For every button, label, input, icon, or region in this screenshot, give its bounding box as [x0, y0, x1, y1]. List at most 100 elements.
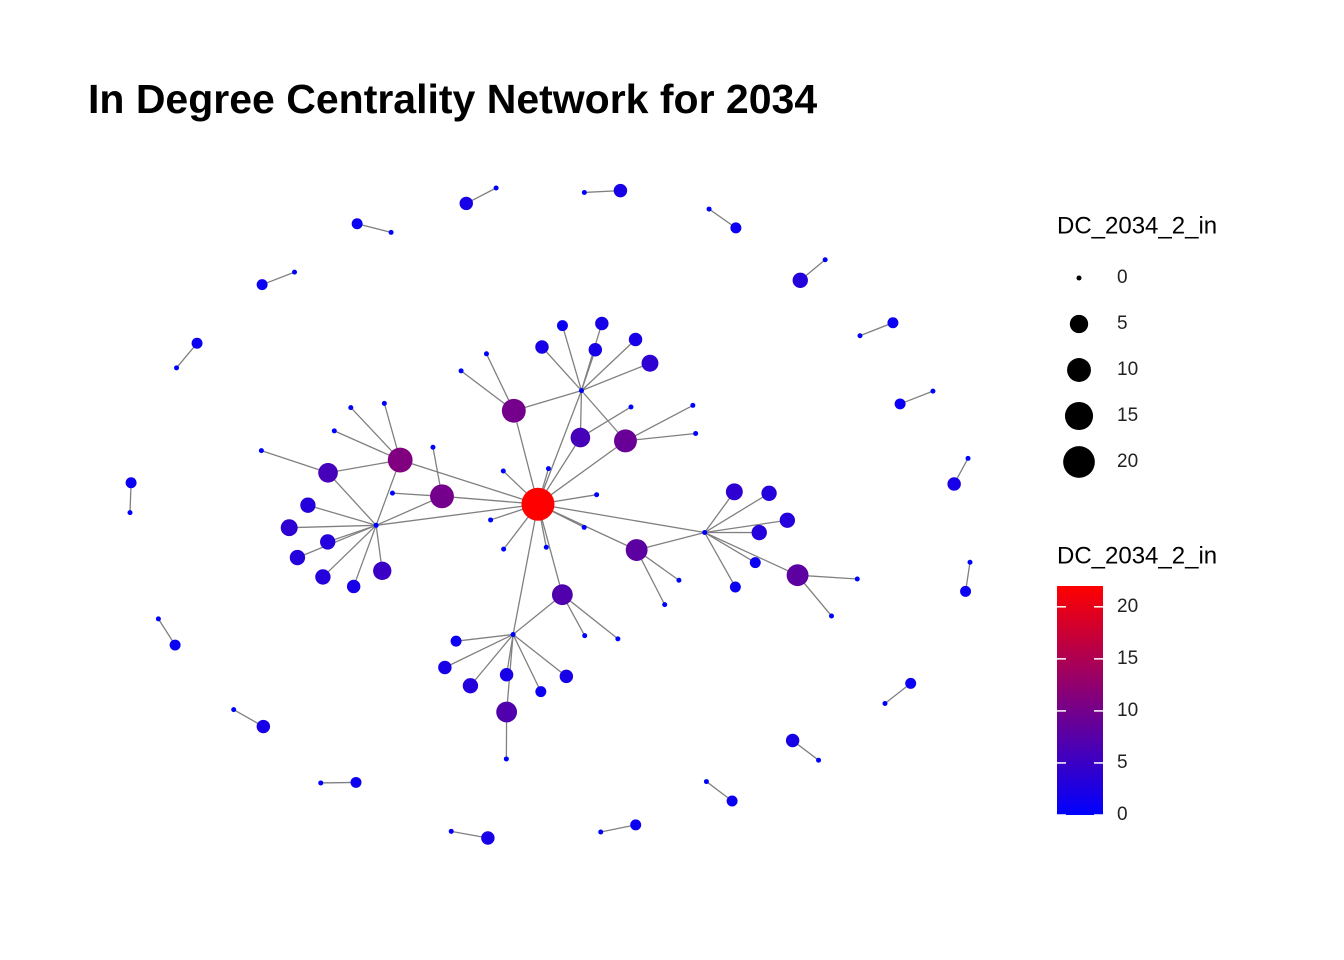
edge — [320, 781, 357, 784]
edge — [261, 449, 329, 474]
edge — [356, 223, 392, 234]
size-legend-key — [1076, 275, 1082, 281]
color-legend-title: DC_2034_2_in — [1057, 542, 1217, 569]
edge — [859, 322, 894, 337]
node — [930, 388, 936, 394]
node — [960, 585, 972, 597]
size-legend-label: 5 — [1117, 313, 1128, 334]
edge — [469, 634, 514, 687]
node — [174, 365, 180, 371]
colorbar-label: 20 — [1117, 596, 1138, 617]
size-legend-label: 15 — [1117, 405, 1138, 426]
node — [641, 354, 659, 372]
node — [726, 795, 738, 807]
nodes — [125, 183, 973, 845]
edge — [625, 404, 694, 442]
node — [510, 631, 516, 637]
node — [725, 483, 743, 501]
node — [503, 756, 509, 762]
node — [662, 602, 668, 608]
node — [430, 484, 454, 509]
node — [676, 577, 682, 583]
node — [381, 400, 387, 406]
edge — [704, 531, 798, 576]
node — [703, 779, 709, 785]
colorbar-label: 15 — [1117, 648, 1138, 669]
legend: DC_2034_2_in DC_2034_2_in 0 5 10 15 20 0 5 10 15… — [1057, 212, 1217, 825]
size-legend-title: DC_2034_2_in — [1057, 212, 1217, 239]
node — [430, 444, 436, 450]
node — [581, 189, 587, 195]
node — [318, 780, 324, 786]
node — [854, 576, 860, 582]
node — [785, 733, 800, 748]
node — [373, 522, 379, 528]
node — [256, 279, 268, 291]
edge — [455, 633, 514, 642]
edge — [327, 524, 377, 543]
edge — [704, 519, 788, 534]
edge — [581, 339, 636, 392]
node — [125, 477, 137, 489]
edge — [327, 472, 377, 526]
node — [551, 584, 573, 606]
node — [761, 485, 777, 501]
node — [545, 466, 551, 472]
node — [501, 398, 526, 423]
node — [588, 343, 603, 357]
node — [320, 534, 336, 550]
edge — [353, 525, 377, 587]
node — [887, 317, 899, 329]
node — [613, 183, 628, 198]
node — [280, 519, 298, 537]
size-legend-label: 0 — [1117, 267, 1128, 288]
colorbar-label: 0 — [1117, 804, 1128, 825]
chart-title: In Degree Centrality Network for 2034 — [88, 76, 817, 122]
edge — [537, 390, 583, 505]
node — [535, 686, 547, 698]
node — [693, 430, 699, 436]
node — [559, 669, 574, 684]
edge — [704, 531, 756, 564]
node — [556, 320, 568, 332]
edge — [261, 271, 295, 286]
node — [315, 569, 331, 585]
node — [582, 633, 588, 639]
node — [289, 549, 306, 566]
node — [318, 462, 338, 483]
colorbar-label: 5 — [1117, 752, 1128, 773]
colorbar — [1057, 586, 1103, 815]
node — [628, 404, 634, 410]
node — [127, 510, 133, 516]
node — [191, 337, 203, 349]
node — [581, 524, 587, 530]
node — [521, 487, 555, 521]
node — [155, 616, 161, 622]
edge — [537, 503, 705, 534]
node — [300, 497, 316, 513]
size-legend-key — [1067, 358, 1091, 382]
edge — [625, 432, 696, 442]
node — [543, 544, 549, 550]
node — [389, 490, 395, 496]
node — [822, 257, 828, 263]
node — [967, 559, 973, 565]
node — [702, 530, 708, 536]
node — [594, 492, 600, 498]
node — [614, 429, 637, 453]
edge — [581, 362, 651, 392]
edge — [512, 633, 567, 677]
node — [500, 468, 506, 474]
edge — [636, 531, 705, 551]
node — [351, 218, 363, 230]
edge — [580, 323, 603, 391]
node — [448, 828, 454, 834]
node — [231, 707, 237, 713]
node — [779, 512, 796, 528]
node — [570, 427, 591, 448]
edge — [899, 390, 934, 405]
node — [387, 447, 413, 473]
edge — [512, 504, 539, 635]
node — [706, 206, 712, 212]
